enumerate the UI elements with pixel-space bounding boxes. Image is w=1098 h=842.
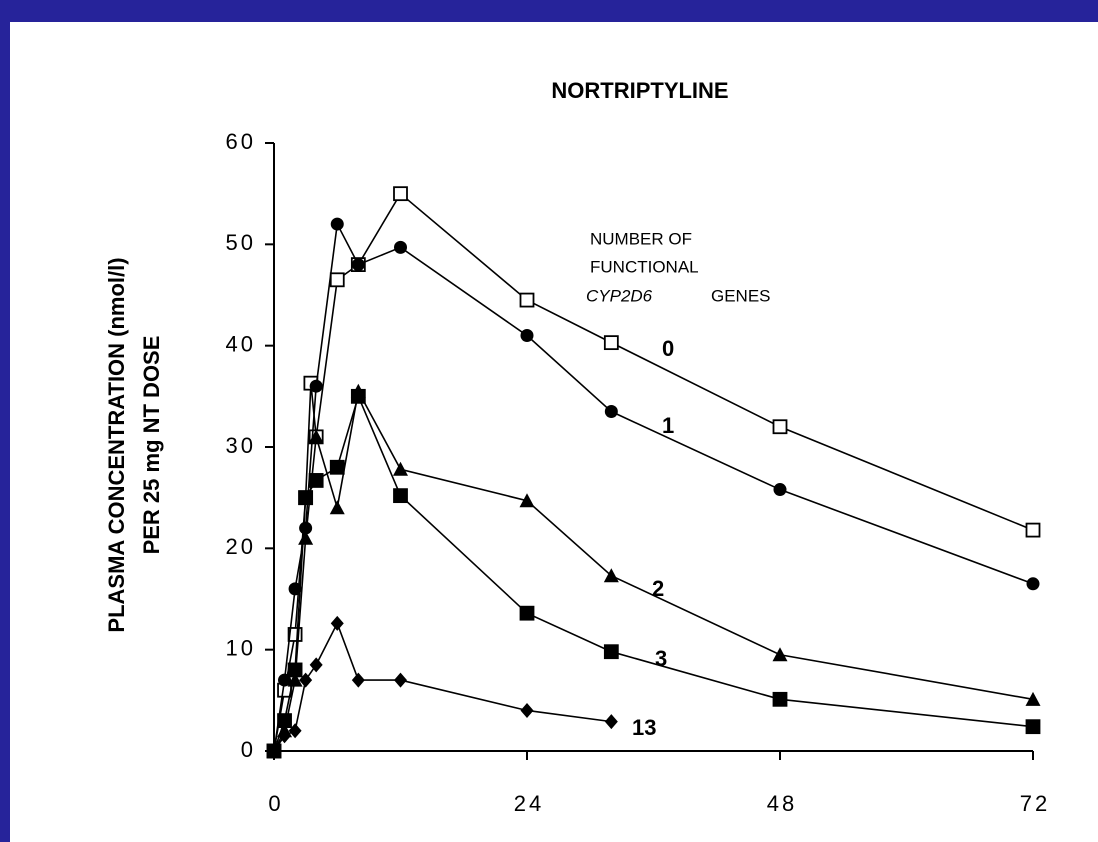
marker [288,723,302,739]
marker [267,743,281,759]
marker [772,419,788,435]
marker [603,568,619,583]
marker [773,483,787,497]
legend-title: NUMBER OF [590,229,692,248]
series-label: 13 [632,715,656,740]
x-tick-label: 24 [514,791,544,816]
marker [1025,691,1041,706]
y-tick-label: 20 [226,534,256,559]
marker [393,186,408,202]
marker [350,388,366,404]
marker [329,272,345,288]
y-tick-label: 10 [226,635,256,660]
marker [351,258,365,272]
marker [308,473,324,488]
chart-title: NORTRIPTYLINE [551,78,728,103]
y-axis-label: PER 25 mg NT DOSE [139,336,164,555]
marker [519,493,535,508]
marker [393,461,408,476]
marker [288,582,302,596]
marker [520,329,534,343]
marker [1026,577,1040,591]
marker [519,605,535,621]
marker [278,728,292,744]
legend-title: FUNCTIONAL [590,257,699,276]
legend-title: GENES [711,286,771,305]
marker [772,647,788,662]
x-tick-label: 48 [767,791,797,816]
marker [287,672,303,687]
marker [287,662,303,678]
series-label: 2 [652,576,664,601]
y-tick-label: 0 [241,737,256,762]
series-line [273,621,612,752]
marker [394,240,407,254]
marker [1025,522,1041,538]
marker [603,644,619,660]
marker [309,379,323,393]
marker [299,672,313,688]
series-line [273,393,1034,752]
marker [604,714,618,730]
marker [330,615,344,631]
y-tick-label: 40 [226,331,256,356]
series-line [273,221,1034,752]
series-label: 3 [655,646,667,671]
series-label: 0 [662,336,674,361]
series-line [273,388,1034,752]
marker [309,657,323,673]
y-axis-label: PLASMA CONCENTRATION (nmol/l) [104,257,129,632]
marker [520,702,534,718]
marker [298,490,314,506]
y-tick-label: 50 [226,230,256,255]
series-label: 1 [662,413,674,438]
marker [1025,719,1041,735]
marker [351,672,365,688]
marker [330,217,344,231]
marker [604,405,618,419]
x-tick-label: 72 [1020,791,1050,816]
marker [393,488,408,504]
marker [298,530,314,545]
marker [277,713,292,728]
marker [519,292,535,308]
marker [329,500,345,515]
y-tick-label: 30 [226,433,256,458]
marker [308,429,324,444]
legend-title: CYP2D6 [586,286,653,305]
panel [10,22,1098,842]
marker [603,335,619,351]
marker [329,459,345,475]
marker [394,672,407,688]
x-tick-label: 0 [268,791,283,816]
marker [772,691,788,707]
marker [299,521,313,535]
y-tick-label: 60 [226,129,256,154]
